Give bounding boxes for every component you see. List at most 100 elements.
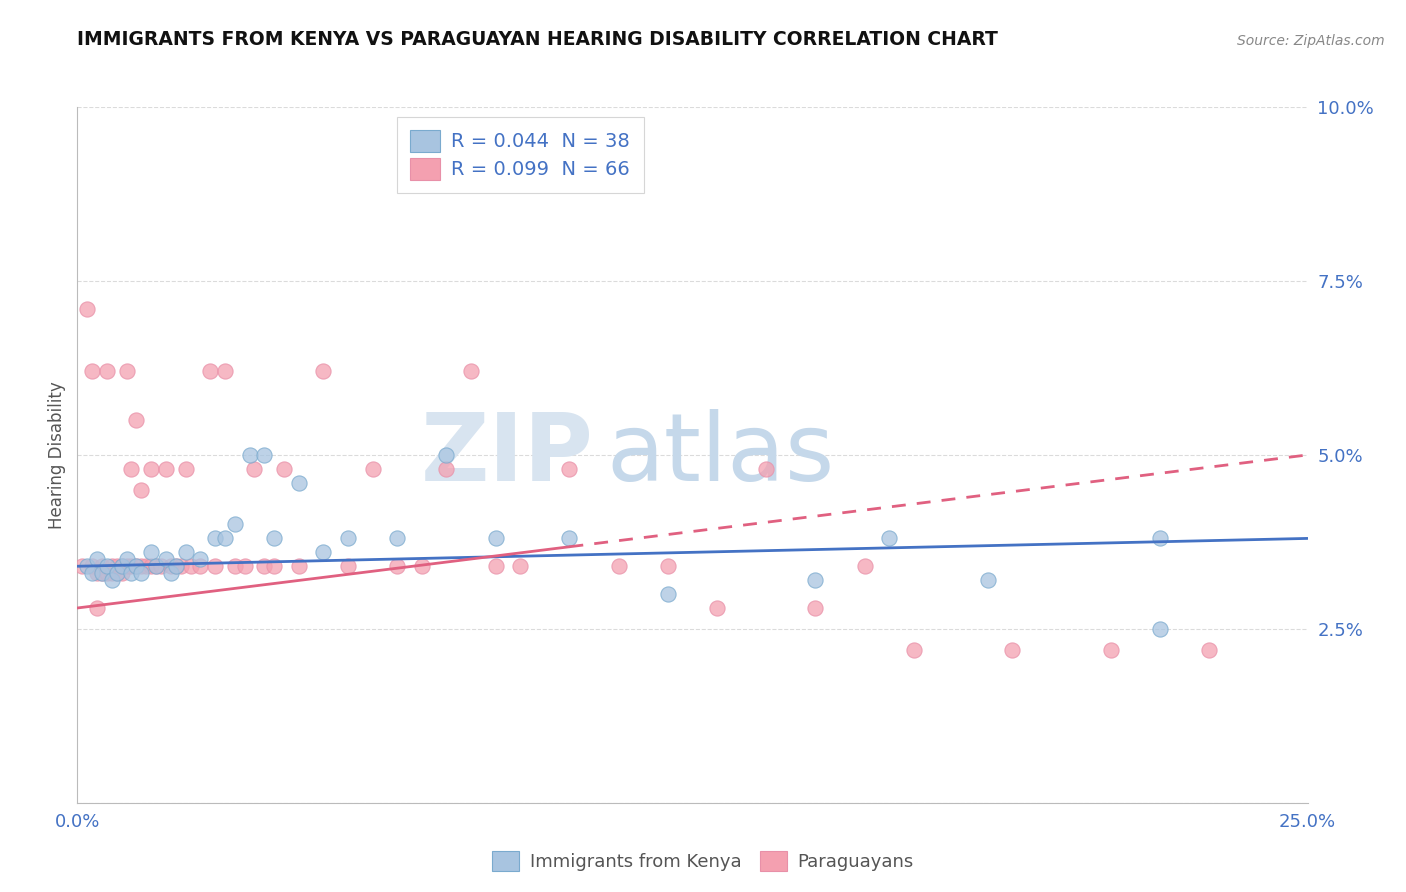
Point <box>174 462 197 476</box>
Point <box>1149 532 1171 546</box>
Point <box>90 566 114 581</box>
Point <box>1198 642 1220 657</box>
Point <box>706 601 728 615</box>
Point <box>145 559 167 574</box>
Point <box>82 364 104 378</box>
Point <box>129 483 153 497</box>
Text: Source: ZipAtlas.com: Source: ZipAtlas.com <box>1237 34 1385 48</box>
Point <box>86 552 108 566</box>
Point <box>804 573 827 587</box>
Point <box>165 559 187 574</box>
Point <box>263 559 285 574</box>
Point <box>121 462 143 476</box>
Point <box>263 532 285 546</box>
Point <box>115 559 138 574</box>
Point <box>204 532 226 546</box>
Point <box>273 462 295 476</box>
Point <box>243 462 266 476</box>
Point <box>150 559 173 574</box>
Point <box>82 559 104 574</box>
Point <box>804 601 827 615</box>
Point <box>288 475 311 490</box>
Point <box>188 552 212 566</box>
Point <box>96 364 118 378</box>
Point <box>86 566 108 581</box>
Point <box>111 566 132 581</box>
Point <box>253 559 276 574</box>
Point <box>96 566 118 581</box>
Point <box>111 559 132 574</box>
Point <box>101 566 124 581</box>
Point <box>141 545 163 559</box>
Point <box>145 559 167 574</box>
Text: ZIP: ZIP <box>422 409 595 501</box>
Point <box>135 559 157 574</box>
Text: IMMIGRANTS FROM KENYA VS PARAGUAYAN HEARING DISABILITY CORRELATION CHART: IMMIGRANTS FROM KENYA VS PARAGUAYAN HEAR… <box>77 30 998 49</box>
Text: atlas: atlas <box>606 409 835 501</box>
Point <box>76 301 98 316</box>
Point <box>485 559 508 574</box>
Point <box>141 462 163 476</box>
Point <box>239 448 262 462</box>
Point <box>1099 642 1122 657</box>
Point <box>485 532 508 546</box>
Point <box>903 642 925 657</box>
Point <box>337 559 360 574</box>
Point <box>312 364 335 378</box>
Point <box>460 364 482 378</box>
Point <box>115 552 138 566</box>
Point <box>853 559 876 574</box>
Point <box>125 559 148 574</box>
Point <box>214 364 236 378</box>
Point <box>509 559 531 574</box>
Point <box>224 559 246 574</box>
Point <box>90 566 114 581</box>
Point <box>879 532 901 546</box>
Point <box>204 559 226 574</box>
Point <box>96 559 118 574</box>
Point <box>115 364 138 378</box>
Point <box>1001 642 1024 657</box>
Point <box>558 462 581 476</box>
Legend: Immigrants from Kenya, Paraguayans: Immigrants from Kenya, Paraguayans <box>485 844 921 879</box>
Point <box>90 559 114 574</box>
Point <box>337 532 360 546</box>
Point <box>82 566 104 581</box>
Point <box>111 559 132 574</box>
Point <box>385 559 409 574</box>
Point <box>1149 622 1171 636</box>
Point <box>607 559 630 574</box>
Point <box>155 462 177 476</box>
Point <box>200 364 222 378</box>
Point <box>160 566 183 581</box>
Point <box>558 532 581 546</box>
Point <box>977 573 1000 587</box>
Point <box>312 545 335 559</box>
Point <box>121 559 143 574</box>
Point <box>129 559 153 574</box>
Point <box>86 601 108 615</box>
Point <box>224 517 246 532</box>
Point <box>105 559 128 574</box>
Point <box>755 462 778 476</box>
Point <box>70 559 93 574</box>
Point <box>657 587 679 601</box>
Point <box>125 559 148 574</box>
Point <box>233 559 256 574</box>
Point <box>288 559 311 574</box>
Point <box>385 532 409 546</box>
Point <box>129 566 153 581</box>
Point <box>657 559 679 574</box>
Point <box>121 566 143 581</box>
Point <box>180 559 202 574</box>
Point <box>361 462 384 476</box>
Point <box>160 559 183 574</box>
Point <box>436 448 458 462</box>
Point <box>105 566 128 581</box>
Point <box>253 448 276 462</box>
Point <box>411 559 433 574</box>
Point <box>174 545 197 559</box>
Point <box>76 559 98 574</box>
Point <box>214 532 236 546</box>
Point <box>188 559 212 574</box>
